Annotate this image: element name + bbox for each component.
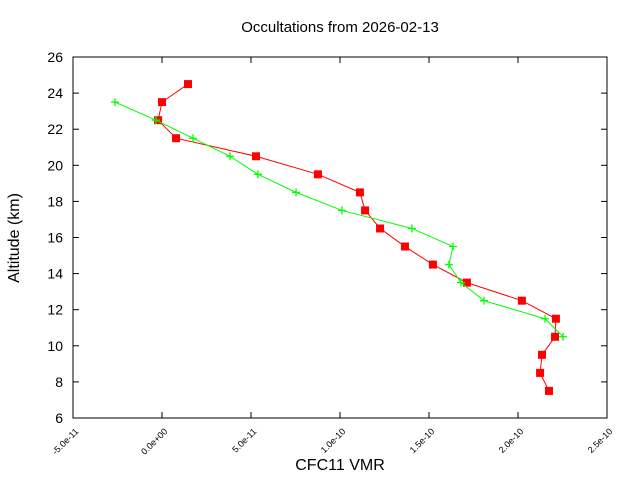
data-point [172, 134, 181, 143]
data-point [183, 80, 192, 89]
data-point [251, 152, 260, 161]
data-point [551, 332, 560, 341]
data-point [292, 188, 301, 197]
data-point [188, 134, 197, 143]
chart-title: Occultations from 2026-02-13 [241, 19, 439, 36]
data-point [428, 260, 437, 269]
data-point [225, 152, 234, 161]
y-tick-label: 14 [47, 266, 63, 282]
data-point [517, 296, 526, 305]
series-0 [154, 80, 560, 395]
data-point [361, 206, 370, 215]
data-point [400, 242, 409, 251]
data-point [111, 98, 120, 107]
y-tick-label: 8 [55, 374, 63, 390]
y-tick-label: 22 [47, 121, 63, 137]
x-tick-label: 2.0e-10 [497, 426, 526, 455]
data-point [480, 296, 489, 305]
y-tick-label: 12 [47, 302, 63, 318]
x-tick-label: -5.0e-11 [50, 426, 80, 456]
x-axis-label: CFC11 VMR [295, 457, 385, 474]
data-point [151, 116, 160, 125]
y-axis-label: Altitude (km) [6, 193, 23, 283]
data-point [544, 386, 553, 395]
data-point [444, 260, 453, 269]
data-point [449, 242, 458, 251]
data-point [541, 314, 550, 323]
x-tick-label: 5.0e-11 [230, 426, 258, 454]
data-point [538, 350, 547, 359]
series-1 [111, 98, 568, 341]
data-point [337, 206, 346, 215]
plot-area [72, 56, 608, 419]
x-tick-label: 2.5e-10 [586, 426, 615, 455]
y-tick-label: 6 [55, 410, 63, 426]
y-tick-label: 20 [47, 157, 63, 173]
y-tick-label: 16 [47, 230, 63, 246]
y-tick-label: 26 [47, 49, 63, 65]
data-point [457, 278, 466, 287]
y-tick-label: 18 [47, 193, 63, 209]
x-tick-label: 1.0e-10 [319, 426, 348, 455]
data-point [253, 170, 262, 179]
data-point [462, 278, 471, 287]
series-line [157, 83, 557, 392]
y-tick-label: 10 [47, 338, 63, 354]
data-point [355, 188, 364, 197]
data-point [559, 332, 568, 341]
data-point [536, 368, 545, 377]
x-tick-label: 0.0e+00 [139, 426, 169, 456]
data-point [407, 224, 416, 233]
x-tick-label: 1.5e-10 [408, 426, 437, 455]
data-point [551, 314, 560, 323]
y-tick-label: 24 [47, 85, 63, 101]
data-point [313, 170, 322, 179]
data-point [376, 224, 385, 233]
series-line [114, 101, 564, 338]
data-point [158, 98, 166, 107]
